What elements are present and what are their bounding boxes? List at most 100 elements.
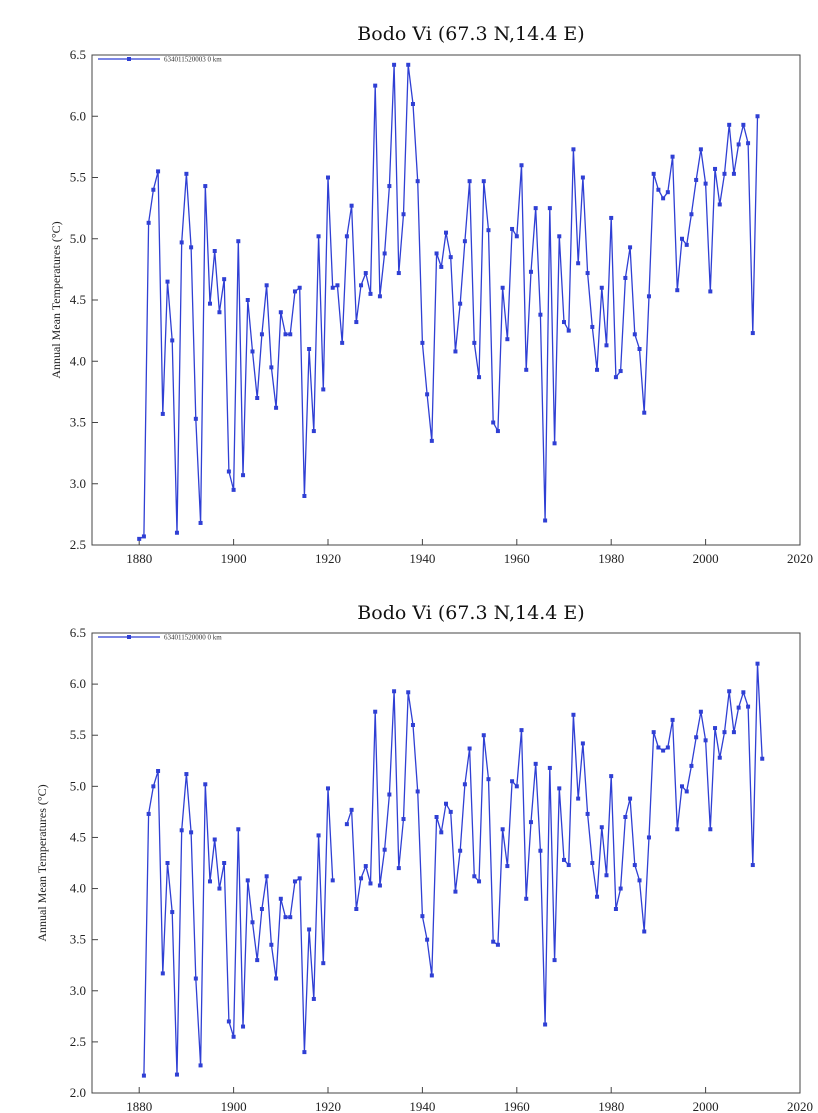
y-tick-label: 2.0 xyxy=(70,1085,86,1100)
data-point xyxy=(217,886,222,891)
data-point xyxy=(651,730,656,735)
data-point xyxy=(665,745,670,750)
y-tick-label: 6.0 xyxy=(70,108,86,123)
data-point xyxy=(571,147,576,152)
data-point xyxy=(609,774,614,779)
data-point xyxy=(212,837,217,842)
data-point xyxy=(632,863,637,868)
data-point xyxy=(264,283,269,288)
data-point xyxy=(736,142,741,147)
data-point xyxy=(727,122,732,127)
data-point xyxy=(609,215,614,220)
data-point xyxy=(406,62,411,67)
series-line xyxy=(346,663,763,1026)
data-point xyxy=(321,961,326,966)
y-axis-label: Annual Mean Temperatures (°C) xyxy=(35,784,49,941)
x-tick-label: 2020 xyxy=(787,1099,813,1113)
data-point xyxy=(425,937,430,942)
y-axis-label: Annual Mean Temperatures (°C) xyxy=(49,221,63,378)
data-point xyxy=(359,283,364,288)
data-point xyxy=(637,347,642,351)
data-point xyxy=(302,1050,307,1055)
data-point xyxy=(382,251,387,256)
data-point xyxy=(363,864,368,869)
data-point xyxy=(396,271,401,276)
data-point xyxy=(137,536,142,541)
data-point xyxy=(585,811,590,816)
data-point xyxy=(713,166,718,171)
data-point xyxy=(335,283,340,288)
data-point xyxy=(406,690,411,695)
data-point xyxy=(731,171,736,176)
data-point xyxy=(349,203,354,208)
x-tick-label: 1880 xyxy=(126,1099,152,1113)
chart-top: Bodo Vi (67.3 N,14.4 E) Annual Mean Tempe… xyxy=(49,23,813,566)
data-point xyxy=(255,396,260,400)
data-point xyxy=(746,141,751,146)
data-point xyxy=(146,811,151,816)
data-point xyxy=(613,907,618,911)
data-point xyxy=(557,786,562,791)
data-point xyxy=(311,996,316,1001)
data-point xyxy=(628,796,633,801)
x-tick-label: 1920 xyxy=(315,551,341,566)
data-point xyxy=(226,469,231,474)
data-point xyxy=(203,782,208,787)
data-point xyxy=(585,271,590,276)
legend-label: 634011520003 0 km xyxy=(164,56,222,64)
y-tick-label: 6.5 xyxy=(70,47,86,62)
data-point xyxy=(750,331,755,336)
data-point xyxy=(236,827,241,832)
data-point xyxy=(694,177,699,182)
data-point xyxy=(160,971,165,976)
data-point xyxy=(717,202,722,207)
data-point xyxy=(420,340,425,345)
data-point xyxy=(174,1072,179,1077)
data-point xyxy=(288,332,293,337)
data-point xyxy=(236,239,241,244)
data-point xyxy=(377,294,382,299)
chart-title: Bodo Vi (67.3 N,14.4 E) xyxy=(357,602,584,624)
data-point xyxy=(665,190,670,195)
x-tick-label: 2020 xyxy=(787,551,813,566)
data-point xyxy=(481,179,486,184)
data-point xyxy=(727,689,732,694)
data-point xyxy=(722,730,727,735)
data-point xyxy=(156,769,161,773)
data-point xyxy=(467,746,472,751)
data-point xyxy=(519,728,524,733)
data-point xyxy=(689,763,694,768)
data-point xyxy=(368,881,373,886)
data-point xyxy=(434,815,439,819)
data-point xyxy=(632,332,637,337)
data-point xyxy=(373,83,378,88)
data-point xyxy=(680,236,684,241)
data-point xyxy=(675,827,680,832)
data-point xyxy=(401,212,406,217)
data-point xyxy=(599,285,604,290)
data-point xyxy=(307,347,312,351)
data-point xyxy=(689,212,694,217)
data-point xyxy=(203,184,208,189)
data-point xyxy=(302,494,307,498)
data-point xyxy=(628,245,633,250)
data-point xyxy=(524,896,529,901)
x-tick-label: 1920 xyxy=(315,1099,341,1113)
data-point xyxy=(538,312,543,317)
data-point xyxy=(486,228,491,233)
data-point xyxy=(547,765,552,770)
legend-marker xyxy=(127,635,131,639)
data-point xyxy=(340,340,345,345)
data-point xyxy=(264,874,269,879)
data-point xyxy=(590,861,595,865)
data-point xyxy=(269,942,274,947)
data-point xyxy=(141,1073,146,1078)
data-point xyxy=(717,755,722,760)
data-point xyxy=(179,828,184,833)
data-point xyxy=(269,365,274,370)
y-tick-label: 2.5 xyxy=(70,1034,86,1049)
data-point xyxy=(170,910,175,915)
data-point xyxy=(528,269,533,274)
y-tick-label: 4.0 xyxy=(70,881,86,896)
